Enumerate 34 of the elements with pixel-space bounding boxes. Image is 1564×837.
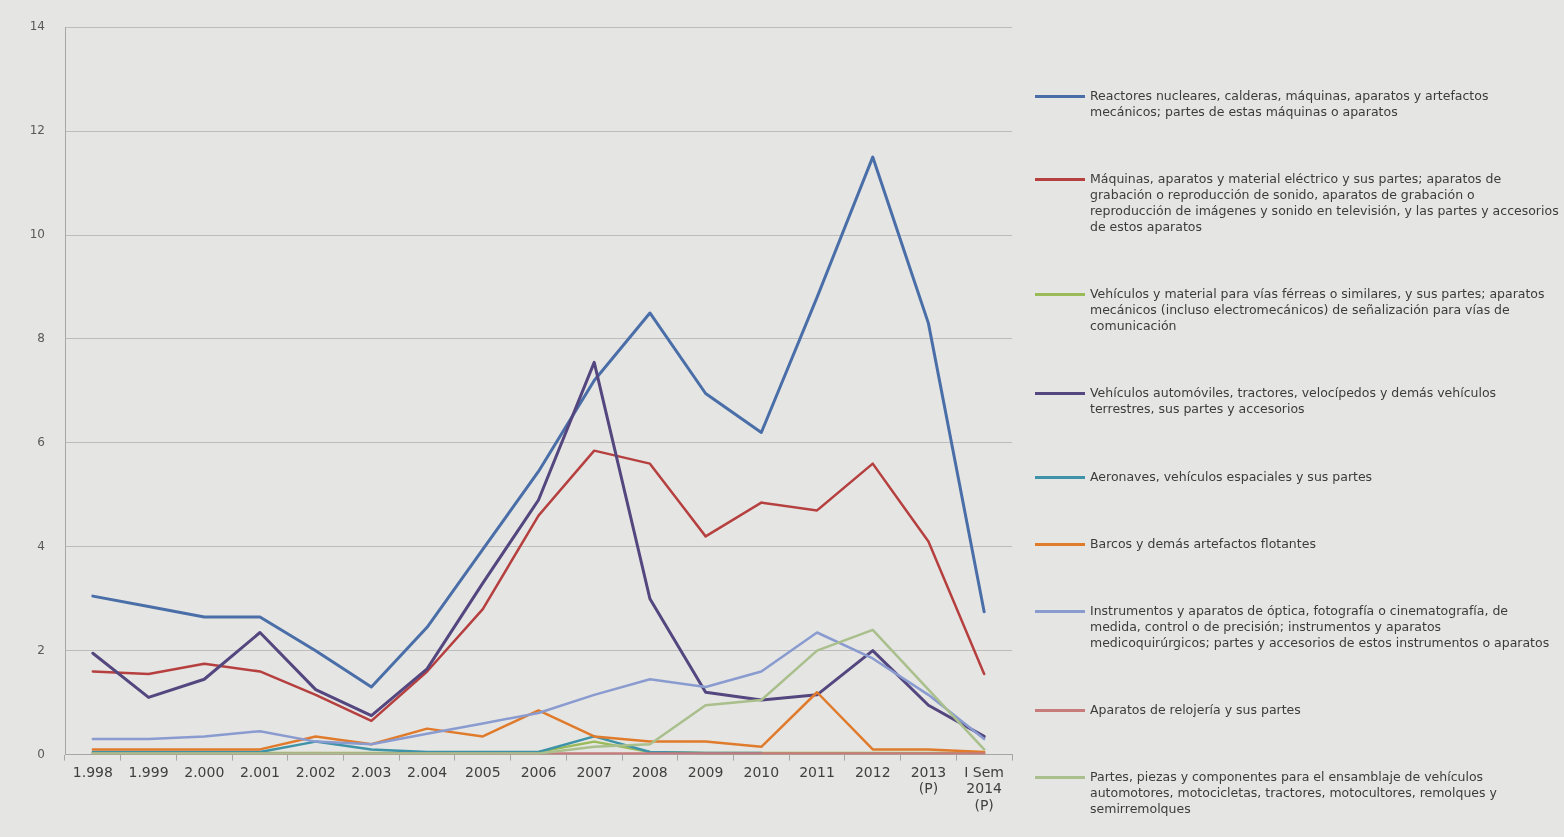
x-tick-label: 2008 [632,763,668,780]
x-tick-label: 2.000 [184,763,225,780]
legend-label: Barcos y demás artefactos flotantes [1090,535,1317,552]
x-tick-label: 2013 (P) [910,763,947,797]
x-tick-label: I Sem 2014 (P) [964,763,1005,814]
legend-label: Aeronaves, vehículos espaciales y sus partes [1090,468,1374,485]
legend-label: Aparatos de relojería y sus partes [1090,701,1302,718]
y-tick-label: 0 [37,746,45,761]
x-tick-label: 2.003 [351,763,392,780]
legend-label: Vehículos y material para vías férreas o similares, y sus partes; aparatos mecánicos (incluso electromecánicos) de señalización para vías de comunicación [1090,286,1546,335]
x-tick-label: 2005 [464,763,501,780]
x-tick-label: 2010 [743,763,780,780]
y-tick-label: 12 [29,123,45,138]
x-tick-label: 1.998 [72,763,113,780]
y-tick-label: 4 [37,538,45,553]
legend-label: Vehículos automóviles, tractores, velocípedos y demás vehículos terrestres, sus partes y accesorios [1090,385,1498,418]
y-tick-label: 8 [37,331,45,346]
x-tick-label: 2012 [854,763,891,780]
x-tick-label: 2011 [799,763,835,780]
x-tick-label: 2006 [520,763,557,780]
y-tick-label: 14 [29,19,45,34]
y-tick-label: 2 [37,642,45,657]
x-tick-label: 2.001 [239,763,281,780]
legend-label: Máquinas, aparatos y material eléctrico y sus partes; aparatos de grabación o reproducción de sonido, aparatos de grabación o reproducción de imágenes y sonido en televisión, y las partes y accesorios de estos aparatos [1090,171,1560,236]
x-tick-label: 2009 [687,763,724,780]
x-tick-label: 1.999 [128,763,169,780]
y-tick-label: 10 [29,227,45,242]
legend-label: Instrumentos y aparatos de óptica, fotografía o cinematografía, de medida, control o de precisión; instrumentos y aparatos medicoquirúrgicos; partes y accesorios de estos instrumentos o aparatos [1090,602,1551,651]
legend-label: Partes, piezas y componentes para el ensamblaje de vehículos automotores, motocicletas, tractores, motocultores, remolques y semirremolques [1090,769,1498,817]
legend-label: Reactores nucleares, calderas, máquinas, aparatos y artefactos mecánicos; partes de estas máquinas o aparatos [1090,88,1490,120]
x-tick-label: 2.004 [407,763,448,780]
x-tick-label: 2007 [576,763,613,780]
x-tick-label: 2.002 [295,763,336,780]
y-tick-label: 6 [37,434,45,449]
